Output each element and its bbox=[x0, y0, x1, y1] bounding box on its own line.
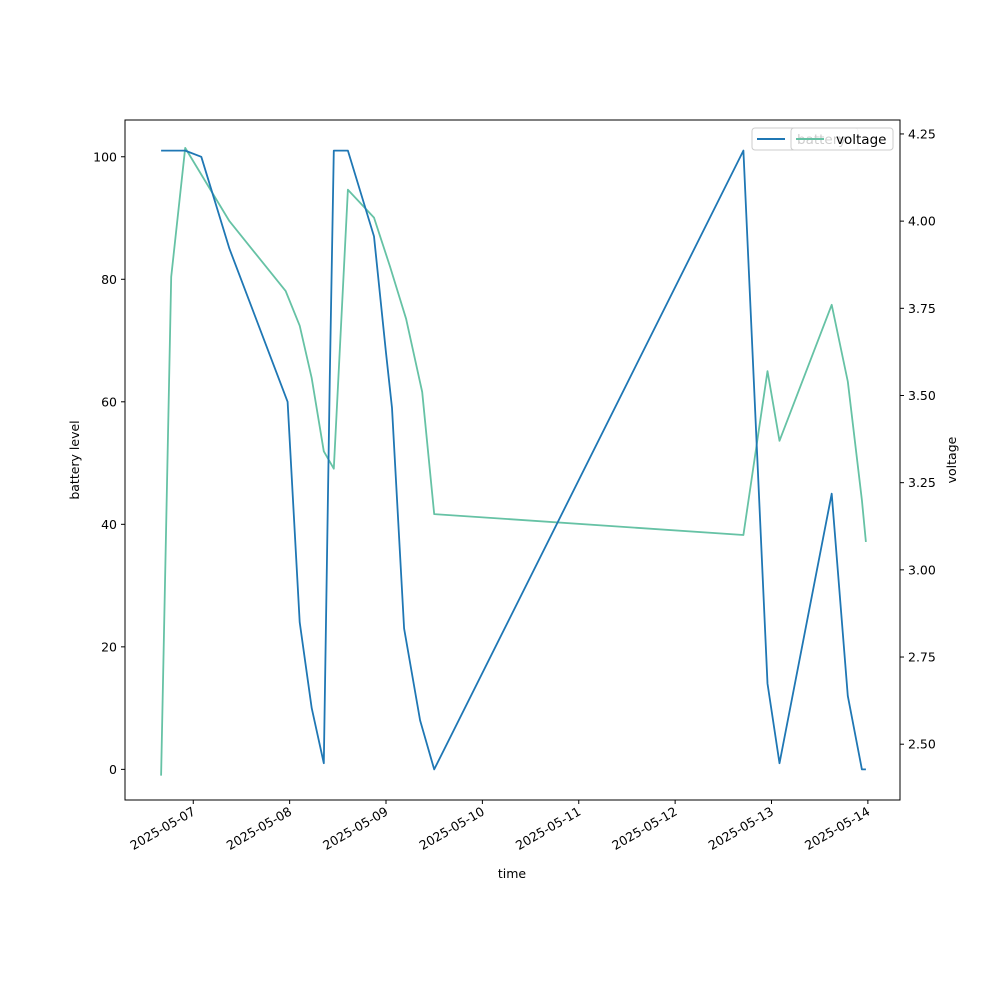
y-left-tick-label: 60 bbox=[101, 394, 117, 409]
y-left-tick-label: 20 bbox=[101, 639, 117, 654]
y-right-tick-label: 4.00 bbox=[908, 214, 936, 229]
y-right-axis-ticks: 2.50 2.75 3.00 3.25 3.50 3.75 4.00 4.25 bbox=[900, 126, 936, 752]
legend-voltage: voltage bbox=[790, 127, 894, 151]
legend-voltage-box bbox=[790, 127, 894, 151]
y-left-tick-label: 100 bbox=[93, 149, 117, 164]
legend-voltage-label: voltage bbox=[836, 132, 886, 148]
y-right-tick-label: 3.50 bbox=[908, 388, 936, 403]
series-line-battery bbox=[161, 149, 866, 771]
y-right-tick-label: 3.75 bbox=[908, 301, 936, 316]
y-right-tick-label: 4.25 bbox=[908, 126, 936, 141]
y-left-axis-ticks: 0 20 40 60 80 100 bbox=[93, 149, 125, 777]
y-right-tick-label: 2.50 bbox=[908, 737, 936, 752]
y-left-axis-label: battery level bbox=[67, 420, 82, 499]
y-right-tick-label: 3.25 bbox=[908, 475, 936, 490]
series-line-voltage bbox=[160, 146, 867, 776]
y-right-tick-label: 3.00 bbox=[908, 562, 936, 577]
plot-frame bbox=[124, 119, 901, 801]
y-left-tick-label: 80 bbox=[101, 272, 117, 287]
y-right-axis-label: voltage bbox=[944, 436, 959, 483]
y-right-tick-label: 2.75 bbox=[908, 650, 936, 665]
y-left-tick-label: 40 bbox=[101, 517, 117, 532]
plot-lines bbox=[160, 146, 867, 776]
y-left-tick-label: 0 bbox=[109, 762, 117, 777]
x-axis-label: time bbox=[498, 866, 527, 881]
